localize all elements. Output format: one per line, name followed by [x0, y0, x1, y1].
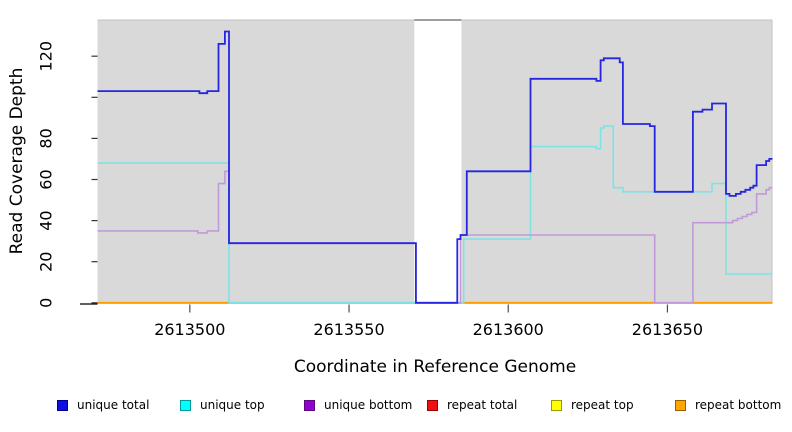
- y-tick-label: 80: [37, 128, 56, 148]
- y-axis-title: Read Coverage Depth: [7, 68, 27, 255]
- y-tick-label: 0: [37, 298, 56, 308]
- y-tick-label: 120: [37, 41, 56, 72]
- x-axis-title: Coordinate in Reference Genome: [294, 357, 576, 377]
- x-tick-label: 2613550: [313, 320, 384, 339]
- y-tick-label: 20: [37, 252, 56, 272]
- series-line-unique-total: [97, 30, 773, 304]
- x-tick-label: 2613650: [632, 320, 703, 339]
- x-tick-label: 2613600: [473, 320, 544, 339]
- x-tick-label: 2613500: [154, 320, 225, 339]
- y-tick-label: 40: [37, 210, 56, 230]
- series-line-unique-top: [97, 125, 773, 304]
- y-tick-label: 60: [37, 169, 56, 189]
- series-line-unique-bottom: [97, 170, 773, 304]
- coverage-gap-region: [414, 21, 462, 304]
